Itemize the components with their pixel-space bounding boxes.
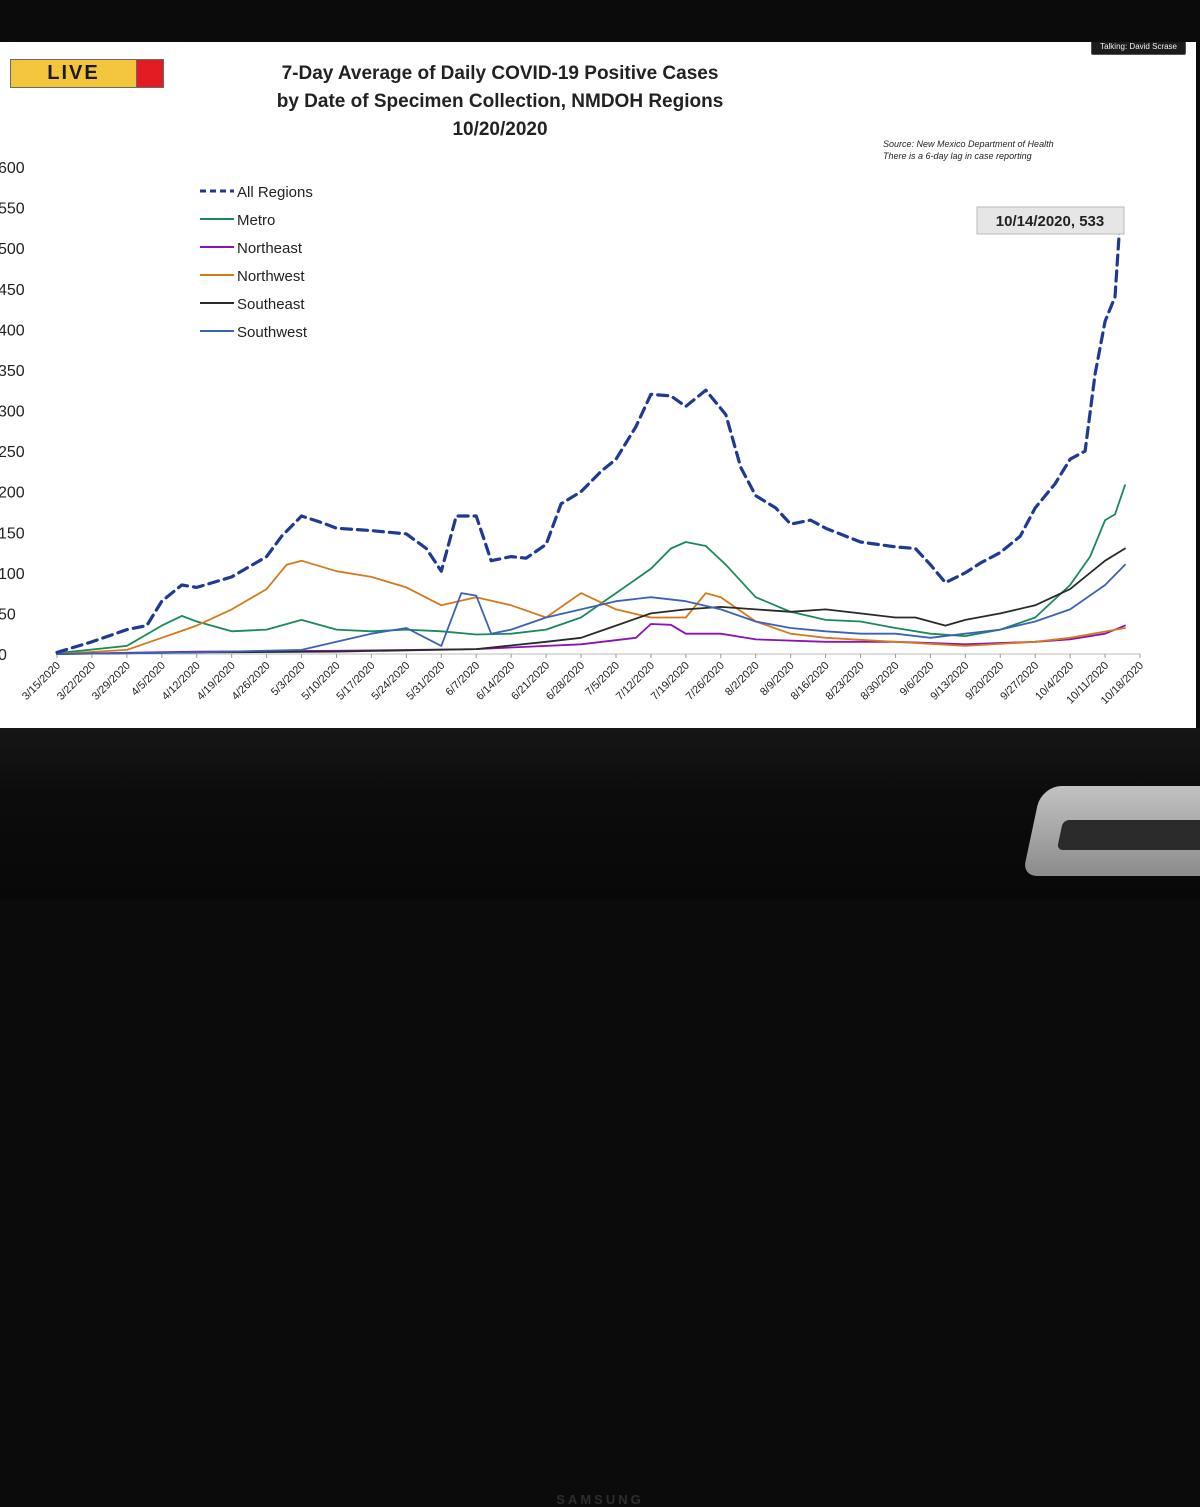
annotation-box [976,206,1125,235]
legend-label: Southwest [237,324,308,341]
series-line-northeast [56,623,1126,655]
x-tick-label: 8/30/2020 [858,660,901,703]
live-label: LIVE [11,60,136,87]
series-line-all-regions [55,219,1122,654]
talking-indicator: Talking: David Scrase [1091,42,1186,55]
x-tick-label: 7/26/2020 [684,660,727,703]
y-tick-label: 500 [0,241,25,258]
source-line-1: Source: New Mexico Department of Health [883,139,1054,149]
y-tick-label: 50 [0,606,16,623]
y-tick-label: 400 [0,322,25,339]
series-line-metro [56,484,1126,655]
chart-title: 7-Day Average of Daily COVID-19 Positive… [200,60,800,144]
y-tick-label: 350 [0,363,25,380]
y-tick-label: 300 [0,404,25,421]
y-tick-label: 550 [0,201,25,218]
x-tick-label: 3/29/2020 [90,660,133,703]
live-badge: LIVE [10,59,164,88]
x-tick-label: 8/2/2020 [723,660,762,699]
desk-object-shadow [1056,820,1200,850]
line-chart: 0501001502002503003504004505005506003/15… [0,160,1146,707]
y-tick-label: 150 [0,525,25,542]
y-tick-label: 450 [0,282,25,299]
tv-bezel: SAMSUNG [0,728,1200,1507]
y-tick-label: 250 [0,444,25,461]
x-tick-label: 4/26/2020 [230,660,273,703]
y-tick-label: 200 [0,485,25,502]
legend-label: Northeast [237,240,303,257]
x-tick-label: 5/31/2020 [404,660,447,703]
x-tick-label: 6/28/2020 [544,660,587,703]
y-tick-label: 600 [0,160,25,177]
y-tick-label: 0 [0,647,7,664]
source-line-2: There is a 6-day lag in case reporting [883,151,1032,161]
legend-label: Northwest [237,268,305,285]
annotation-label: 10/14/2020, 533 [996,213,1104,230]
tv-brand-logo: SAMSUNG [556,1492,644,1507]
tv-screen: Talking: David Scrase LIVE 7-Day Average… [0,42,1196,728]
live-red-indicator [136,60,163,87]
chart-title-line-1: 7-Day Average of Daily COVID-19 Positive… [281,63,719,84]
source-note: Source: New Mexico Department of Health … [883,138,1054,162]
y-tick-label: 100 [0,566,25,583]
legend-label: All Regions [237,184,313,201]
legend-label: Metro [237,212,275,229]
series-line-southeast [56,547,1126,655]
series-line-southwest [56,563,1126,655]
legend-label: Southeast [237,296,305,313]
chart-title-line-3: 10/20/2020 [452,119,548,140]
chart-title-line-2: by Date of Specimen Collection, NMDOH Re… [276,91,724,112]
